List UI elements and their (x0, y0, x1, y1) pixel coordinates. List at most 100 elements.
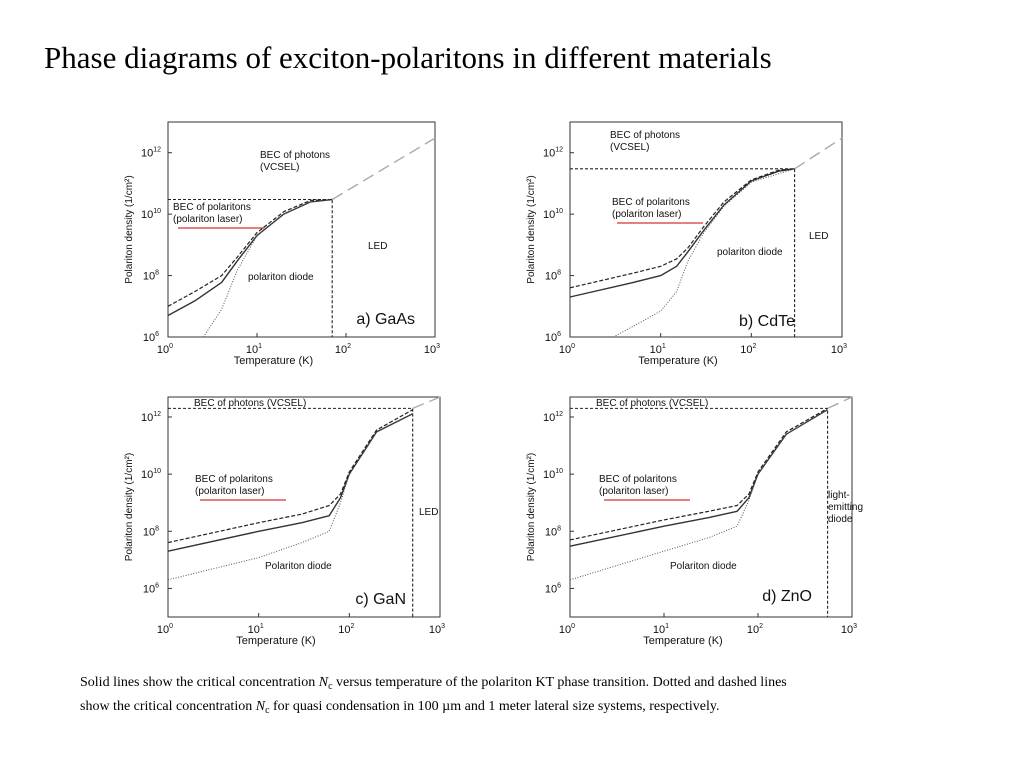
x-tick-base: 10 (650, 344, 662, 356)
phase-boundary (570, 168, 796, 337)
x-tick-exponent: 1 (260, 623, 264, 630)
slide-title: Phase diagrams of exciton-polaritons in … (44, 40, 772, 75)
y-tick-base: 10 (143, 583, 155, 595)
region-label-led: LED (368, 241, 387, 252)
phase-boundary (570, 407, 829, 617)
region-label-bec-photons-line: (VCSEL) (610, 142, 649, 153)
y-tick-base: 10 (545, 526, 557, 538)
series-dashed-line (167, 409, 413, 544)
region-label-diode-line: Polariton diode (265, 561, 332, 572)
x-tick-base: 10 (157, 344, 169, 356)
caption-n-symbol-1: N (318, 675, 329, 690)
y-tick-exponent: 6 (155, 582, 159, 589)
y-tick-exponent: 12 (153, 411, 161, 418)
series-longdash-line (827, 396, 853, 410)
region-label-led-line: LED (368, 241, 387, 252)
x-tick-exponent: 1 (665, 623, 669, 630)
y-tick-base: 10 (141, 469, 153, 481)
x-tick-base: 10 (653, 624, 665, 636)
x-axis-label: Temperature (K) (234, 355, 313, 367)
region-label-bec-photons-line: BEC of photons (VCSEL) (194, 398, 306, 409)
y-tick-base: 10 (143, 271, 155, 283)
region-label-led: LED (809, 231, 828, 242)
caption-subscript-c-1: c (328, 681, 333, 692)
y-tick-exponent: 8 (557, 525, 561, 532)
y-tick-label: 106 (143, 582, 159, 595)
y-tick-base: 10 (545, 583, 557, 595)
region-label-led-line: LED (809, 231, 828, 242)
region-label-diode: polariton diode (248, 272, 314, 283)
region-label-bec-polaritons-line: BEC of polaritons (612, 197, 690, 208)
plot-frame (569, 121, 843, 338)
x-tick-base: 10 (424, 344, 436, 356)
region-label-bec-photons-line: (VCSEL) (260, 162, 299, 173)
y-axis-label: Polariton density (1/cm²) (526, 453, 537, 561)
plot-frame (167, 121, 436, 338)
x-tick-label: 102 (338, 623, 354, 636)
y-tick-exponent: 6 (557, 331, 561, 338)
y-tick-exponent: 12 (153, 147, 161, 154)
region-label-bec-polaritons: BEC of polaritons (polariton laser) (195, 474, 273, 497)
x-tick-base: 10 (429, 624, 441, 636)
y-tick-label: 1012 (141, 147, 161, 160)
region-label-bec-photons: BEC of photons (VCSEL) (596, 398, 708, 409)
region-label-diode-line: Polariton diode (670, 561, 737, 572)
y-tick-label: 106 (545, 582, 561, 595)
plot-frame (569, 396, 853, 618)
x-tick-exponent: 1 (662, 343, 666, 350)
x-tick-base: 10 (559, 624, 571, 636)
region-label-bec-polaritons-line: (polariton laser) (173, 214, 242, 225)
x-tick-base: 10 (841, 624, 853, 636)
caption-subscript-c-2: c (265, 705, 270, 716)
region-label-diode: polariton diode (717, 247, 783, 258)
region-label-led-line: emitting (828, 502, 863, 513)
region-label-bec-polaritons-line: (polariton laser) (195, 486, 264, 497)
region-label-diode-line: polariton diode (717, 247, 783, 258)
y-tick-label: 1010 (141, 468, 161, 481)
x-axis-label: Temperature (K) (643, 635, 722, 647)
y-tick-exponent: 8 (155, 525, 159, 532)
caption-line1-pre: Solid lines show the critical concentrat… (80, 675, 319, 690)
x-tick-exponent: 2 (759, 623, 763, 630)
region-label-bec-polaritons: BEC of polaritons (polariton laser) (599, 474, 677, 497)
x-tick-base: 10 (740, 344, 752, 356)
caption-line2-post: for quasi condensation in 100 µm and 1 m… (269, 699, 720, 714)
x-tick-label: 102 (335, 343, 351, 356)
y-tick-label: 1010 (141, 208, 161, 221)
y-tick-base: 10 (143, 526, 155, 538)
caption-n-symbol-2: N (255, 699, 266, 714)
series-solid-line (167, 198, 333, 317)
x-tick-label: 101 (650, 343, 666, 356)
x-tick-label: 102 (747, 623, 763, 636)
x-tick-base: 10 (747, 624, 759, 636)
y-tick-base: 10 (545, 271, 557, 283)
x-tick-label: 103 (831, 343, 847, 356)
x-tick-label: 101 (246, 343, 262, 356)
region-label-bec-photons: BEC of photons (VCSEL) (610, 130, 680, 153)
x-tick-base: 10 (335, 344, 347, 356)
x-tick-label: 100 (559, 623, 575, 636)
y-tick-base: 10 (141, 209, 153, 221)
y-tick-label: 108 (143, 270, 159, 283)
region-label-bec-photons: BEC of photons (VCSEL) (194, 398, 306, 409)
y-tick-exponent: 8 (155, 270, 159, 277)
region-label-bec-polaritons: BEC of polaritons (polariton laser) (173, 202, 251, 225)
region-label-led: light-emitting diode (828, 490, 863, 525)
y-tick-label: 108 (143, 525, 159, 538)
y-axis-label: Polariton density (1/cm²) (124, 453, 135, 561)
y-tick-label: 108 (545, 270, 561, 283)
region-label-bec-polaritons-line: BEC of polaritons (195, 474, 273, 485)
x-tick-label: 102 (740, 343, 756, 356)
series-longdash-line (412, 396, 441, 410)
x-tick-base: 10 (248, 624, 260, 636)
x-tick-base: 10 (157, 624, 169, 636)
y-axis-label: Polariton density (1/cm²) (124, 175, 135, 283)
y-tick-exponent: 6 (557, 582, 561, 589)
series-dashed-line (569, 407, 828, 541)
panel-label: c) GaN (355, 591, 406, 608)
y-tick-exponent: 8 (557, 270, 561, 277)
x-axis-label: Temperature (K) (638, 355, 717, 367)
y-tick-base: 10 (543, 469, 555, 481)
